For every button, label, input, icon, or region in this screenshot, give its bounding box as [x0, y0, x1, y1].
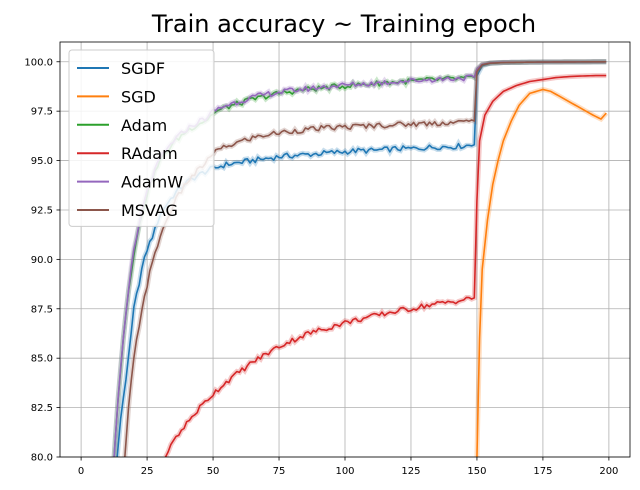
x-tick-label: 175: [533, 466, 552, 477]
x-tick-label: 150: [467, 466, 486, 477]
x-tick-label: 75: [273, 466, 286, 477]
legend-label-adam: Adam: [121, 116, 167, 135]
y-tick-label: 87.5: [31, 304, 53, 315]
series-line-sgd: [476, 88, 607, 457]
y-tick-label: 85.0: [31, 354, 53, 365]
y-tick-label: 100.0: [24, 57, 53, 68]
series-band-sgd: [474, 86, 609, 457]
series-band-radam: [163, 73, 607, 457]
legend-label-msvag: MSVAG: [121, 201, 178, 220]
legend: SGDF SGD Adam RAdam AdamW MSVAG: [68, 49, 215, 227]
legend-label-sgdf: SGDF: [121, 59, 165, 78]
y-tick-label: 92.5: [31, 205, 53, 216]
y-tick-label: 90.0: [31, 255, 53, 266]
y-tick-label: 82.5: [31, 403, 53, 414]
axes: 0 25 50 75 100 125 150 175 200 80.0 82.5 85.0 87.5 90…: [24, 57, 618, 477]
x-tick-label: 25: [141, 466, 154, 477]
y-tick-label: 80.0: [31, 453, 53, 464]
chart-title: Train accuracy ~ Training epoch: [151, 10, 536, 38]
grid-lines: [60, 42, 630, 458]
x-tick-label: 50: [207, 466, 220, 477]
y-tick-label: 97.5: [31, 107, 53, 118]
x-tick-label: 100: [335, 466, 354, 477]
x-tick-label: 125: [401, 466, 420, 477]
legend-label-sgd: SGD: [121, 87, 156, 106]
x-tick-label: 0: [78, 466, 84, 477]
y-tick-label: 95.0: [31, 156, 53, 167]
series-line-radam: [164, 74, 607, 457]
x-tick-label: 200: [599, 466, 618, 477]
legend-label-radam: RAdam: [121, 144, 178, 163]
legend-label-adamw: AdamW: [121, 173, 183, 192]
